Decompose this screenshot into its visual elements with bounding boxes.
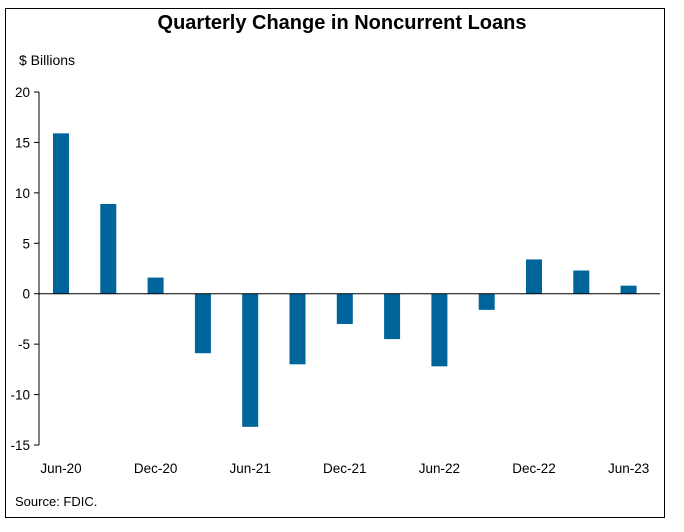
chart-title: Quarterly Change in Noncurrent Loans [157,12,527,34]
source-note: Source: FDIC. [15,494,98,509]
y-axis-unit-label: $ Billions [19,52,76,68]
bar-Dec-20 [147,277,164,294]
y-tick-label: 15 [15,135,30,150]
y-tick-label: -10 [10,388,30,403]
x-tick-label: Jun-22 [419,461,460,476]
bar-Sep-21 [289,293,306,365]
x-tick-label: Jun-23 [608,461,649,476]
y-tick-label: -15 [10,438,30,453]
x-tick-label: Dec-20 [134,461,178,476]
bar-Sep-20 [100,203,117,294]
bar-Mar-21 [194,293,211,354]
bar-Jun-20 [53,133,69,294]
bar-Mar-23 [573,270,590,294]
bar-Mar-22 [384,293,401,340]
x-tick-label: Jun-21 [230,461,271,476]
y-tick-label: 0 [22,287,30,302]
bar-Dec-22 [526,259,542,294]
bar-Jun-22 [431,293,448,367]
x-tick-label: Dec-22 [512,461,556,476]
bar-Dec-21 [336,293,353,324]
y-tick-label: 20 [15,85,30,100]
bar-Jun-21 [242,293,259,427]
x-tick-label: Jun-20 [40,461,81,476]
bar-Sep-22 [478,293,495,310]
bar-Jun-23 [620,285,637,294]
x-tick-label: Dec-21 [323,461,367,476]
y-tick-label: -5 [18,337,30,352]
y-tick-label: 10 [15,186,30,201]
y-tick-label: 5 [22,236,30,251]
